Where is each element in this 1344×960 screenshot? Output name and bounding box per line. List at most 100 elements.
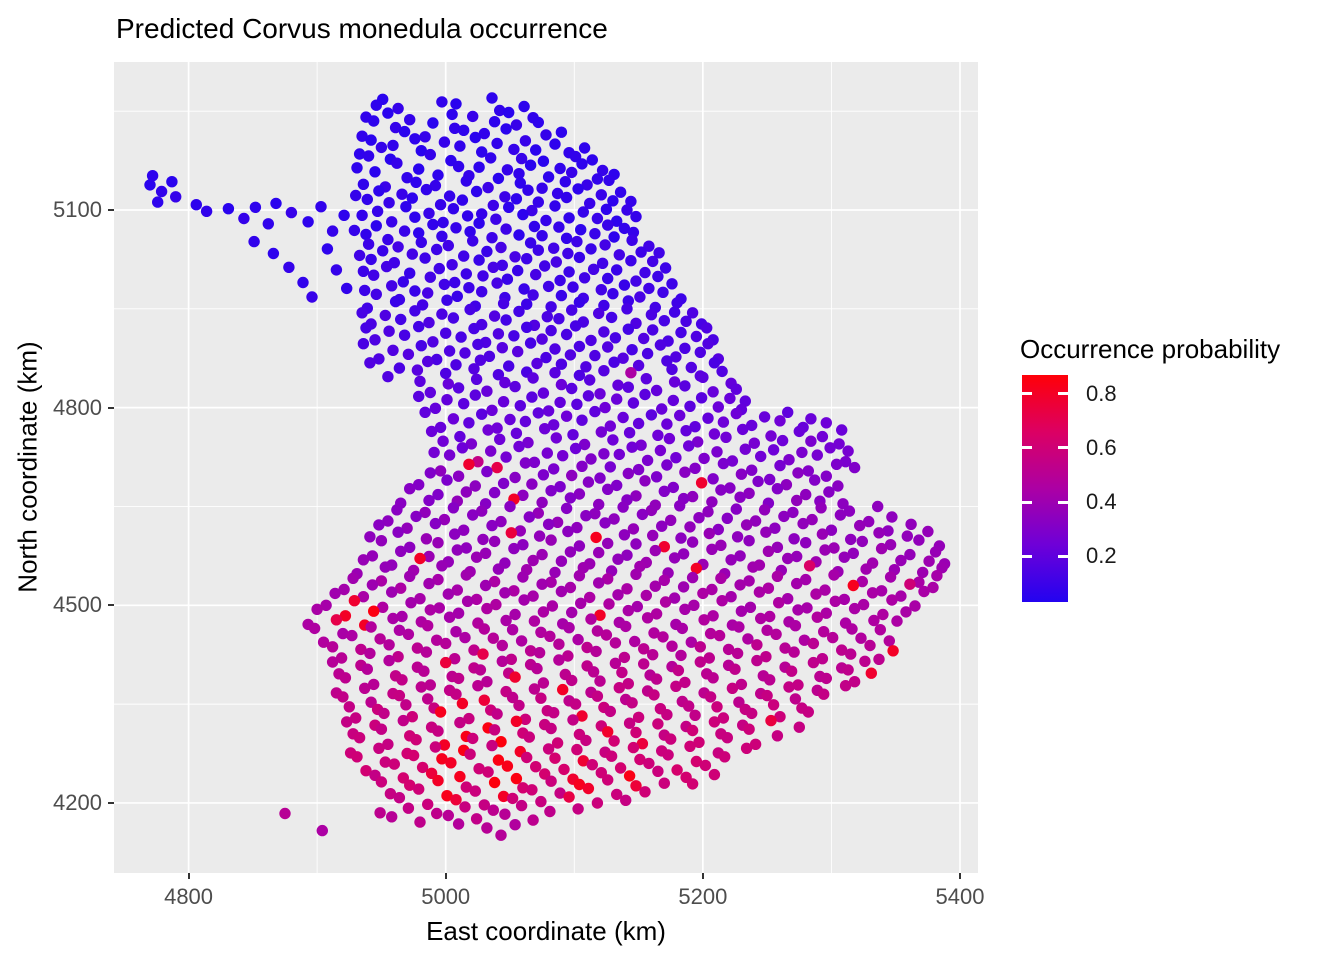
data-point	[626, 344, 638, 356]
data-point	[144, 179, 156, 191]
data-point	[348, 224, 361, 237]
data-point	[626, 441, 638, 453]
data-point	[415, 145, 427, 157]
data-point	[573, 251, 586, 264]
data-point	[613, 249, 625, 261]
data-point	[485, 152, 497, 164]
data-point	[751, 639, 763, 651]
data-point	[383, 325, 395, 337]
data-point	[339, 610, 352, 622]
data-point	[545, 775, 557, 787]
y-tick-label: 4200	[53, 789, 102, 815]
data-point	[895, 554, 907, 567]
data-point	[479, 579, 492, 592]
data-point	[451, 584, 463, 596]
data-point	[361, 663, 373, 675]
data-point	[661, 459, 673, 471]
data-point	[482, 766, 494, 778]
data-point	[536, 496, 548, 509]
data-point	[431, 353, 443, 366]
data-point	[589, 228, 601, 240]
data-point	[698, 614, 710, 626]
data-point	[809, 474, 821, 486]
data-point	[670, 680, 682, 692]
x-tick-label: 5400	[935, 884, 985, 909]
data-point	[396, 188, 408, 200]
data-point	[491, 422, 503, 434]
data-point	[774, 459, 786, 472]
data-point	[473, 763, 485, 775]
data-point	[404, 483, 416, 495]
data-point	[434, 199, 447, 211]
data-point	[612, 379, 624, 391]
data-point	[411, 364, 424, 376]
data-point	[638, 658, 650, 670]
data-point	[436, 230, 448, 242]
data-point	[807, 656, 820, 669]
data-point	[423, 550, 435, 563]
data-point	[686, 571, 699, 584]
data-point	[401, 172, 413, 184]
data-point	[806, 513, 818, 526]
data-point	[740, 742, 753, 754]
data-point	[658, 574, 670, 586]
data-point	[827, 631, 839, 644]
data-point	[427, 218, 439, 231]
data-point	[442, 239, 454, 252]
data-point	[387, 344, 399, 356]
data-point	[397, 714, 409, 727]
data-point	[733, 621, 745, 633]
data-point	[751, 654, 763, 667]
data-point	[443, 449, 456, 461]
data-point	[877, 608, 889, 621]
data-point	[509, 819, 521, 831]
data-point	[674, 500, 686, 512]
data-point	[811, 611, 823, 623]
data-point	[694, 346, 706, 358]
data-point	[528, 220, 541, 233]
data-point	[569, 442, 582, 455]
data-point	[536, 548, 548, 561]
data-point	[602, 537, 614, 550]
data-point	[442, 378, 454, 390]
data-point	[923, 555, 935, 567]
data-point	[569, 320, 582, 332]
data-point	[807, 637, 820, 650]
data-point	[635, 246, 647, 258]
data-point	[551, 516, 564, 528]
data-point	[420, 646, 433, 658]
data-point	[166, 176, 178, 188]
data-point	[658, 315, 670, 327]
data-point	[834, 509, 847, 521]
data-point	[451, 290, 463, 302]
data-point	[510, 772, 523, 785]
data-point	[447, 502, 460, 514]
data-point	[630, 275, 642, 287]
data-point	[495, 829, 507, 841]
data-point	[689, 421, 701, 433]
data-point	[716, 365, 728, 378]
data-point	[440, 637, 452, 650]
data-point	[386, 216, 398, 228]
data-point	[479, 547, 492, 559]
data-point	[665, 733, 677, 745]
data-point	[886, 511, 898, 523]
legend-tick-label: 0.2	[1086, 543, 1117, 569]
data-point	[693, 512, 705, 524]
data-point	[472, 680, 484, 692]
data-point	[375, 723, 388, 735]
data-point	[668, 552, 681, 564]
data-point	[652, 765, 664, 777]
data-point	[391, 504, 403, 516]
data-point	[603, 598, 615, 610]
data-point	[481, 385, 493, 397]
data-point	[798, 634, 811, 646]
data-point	[715, 572, 727, 584]
data-point	[793, 425, 805, 438]
data-point	[501, 760, 514, 772]
data-point	[553, 221, 565, 233]
data-point	[279, 807, 291, 820]
data-point	[527, 554, 539, 567]
data-point	[481, 465, 493, 478]
data-point	[600, 203, 613, 215]
